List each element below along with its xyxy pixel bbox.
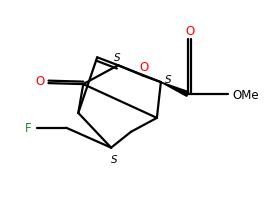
- Text: F: F: [25, 122, 32, 135]
- Text: O: O: [139, 61, 148, 74]
- Text: S: S: [165, 75, 171, 85]
- Text: OMe: OMe: [232, 89, 259, 101]
- Text: O: O: [185, 25, 194, 38]
- Text: S: S: [111, 155, 117, 165]
- Text: O: O: [36, 75, 45, 88]
- Polygon shape: [161, 82, 189, 96]
- Text: S: S: [114, 53, 121, 63]
